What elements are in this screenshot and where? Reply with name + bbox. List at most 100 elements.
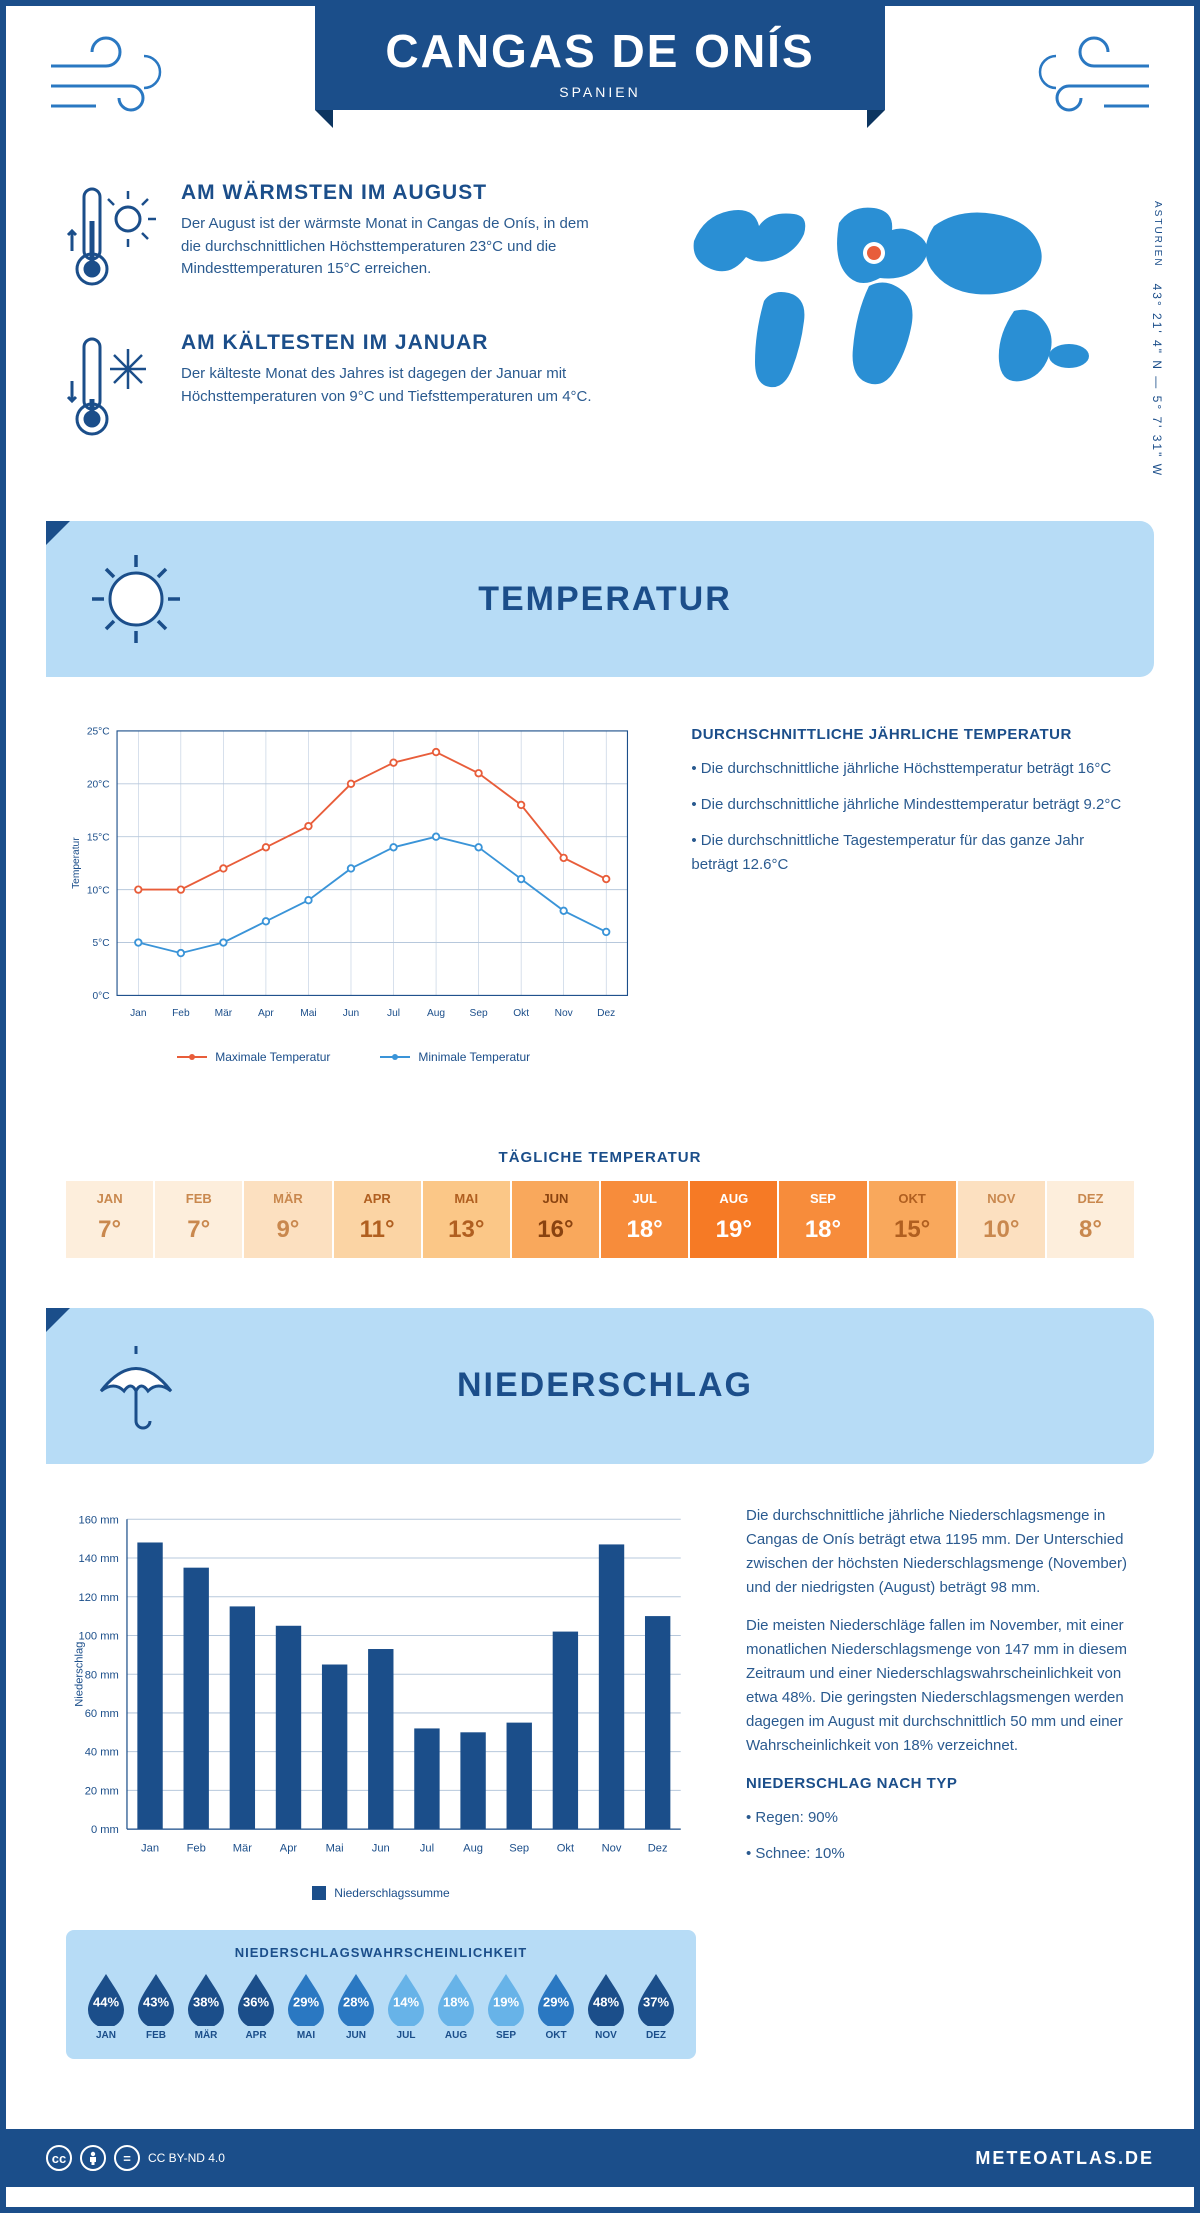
svg-text:25°C: 25°C <box>87 727 110 738</box>
daily-temp-cell: APR11° <box>334 1181 423 1258</box>
coordinates: ASTURIEN 43° 21' 4" N — 5° 7' 31" W <box>1150 201 1164 477</box>
svg-text:5°C: 5°C <box>93 938 110 949</box>
fact-warmest: AM WÄRMSTEN IM AUGUST Der August ist der… <box>66 181 604 296</box>
svg-text:20°C: 20°C <box>87 780 110 791</box>
wind-icon-right <box>885 6 1154 131</box>
svg-text:Jul: Jul <box>420 1842 434 1854</box>
svg-text:Apr: Apr <box>258 1008 274 1019</box>
probability-drop: 36% APR <box>234 1972 278 2041</box>
umbrella-icon <box>86 1336 186 1436</box>
daily-temp-cell: MÄR9° <box>244 1181 333 1258</box>
probability-drop: 14% JUL <box>384 1972 428 2041</box>
page-subtitle: SPANIEN <box>385 84 814 100</box>
svg-text:Temperatur: Temperatur <box>71 837 82 889</box>
world-map: ASTURIEN 43° 21' 4" N — 5° 7' 31" W <box>644 181 1134 481</box>
footer: cc = CC BY-ND 4.0 METEOATLAS.DE <box>6 2129 1194 2187</box>
temperature-bullet: • Die durchschnittliche jährliche Höchst… <box>691 757 1134 781</box>
precipitation-sidebar: Die durchschnittliche jährliche Niedersc… <box>746 1504 1134 2060</box>
probability-drop: 29% MAI <box>284 1972 328 2041</box>
svg-text:10°C: 10°C <box>87 885 110 896</box>
svg-text:Feb: Feb <box>187 1842 206 1854</box>
wind-icon-left <box>46 6 315 131</box>
title-banner: CANGAS DE ONÍS SPANIEN <box>315 6 884 110</box>
svg-text:80 mm: 80 mm <box>85 1669 119 1681</box>
temperature-sidebar: DURCHSCHNITTLICHE JÄHRLICHE TEMPERATUR •… <box>691 717 1134 1094</box>
daily-temp-title: TÄGLICHE TEMPERATUR <box>6 1149 1194 1166</box>
svg-text:Mai: Mai <box>326 1842 344 1854</box>
svg-text:60 mm: 60 mm <box>85 1708 119 1720</box>
svg-text:Nov: Nov <box>555 1008 574 1019</box>
fact-warm-title: AM WÄRMSTEN IM AUGUST <box>181 181 604 205</box>
daily-temp-cell: JAN7° <box>66 1181 155 1258</box>
header: CANGAS DE ONÍS SPANIEN <box>6 6 1194 131</box>
daily-temp-cell: NOV10° <box>958 1181 1047 1258</box>
section-precipitation-banner: NIEDERSCHLAG <box>46 1308 1154 1464</box>
svg-text:Mär: Mär <box>233 1842 252 1854</box>
svg-text:0 mm: 0 mm <box>91 1824 119 1836</box>
svg-text:0°C: 0°C <box>93 991 110 1002</box>
svg-text:Aug: Aug <box>427 1008 445 1019</box>
probability-drop: 28% JUN <box>334 1972 378 2041</box>
precipitation-bar-chart: 0 mm 20 mm 40 mm 60 mm 80 mm 100 mm 120 mm 140 … <box>66 1504 696 1870</box>
probability-drop: 19% SEP <box>484 1972 528 2041</box>
daily-temp-cell: OKT15° <box>869 1181 958 1258</box>
svg-text:Mär: Mär <box>215 1008 233 1019</box>
svg-text:100 mm: 100 mm <box>79 1630 119 1642</box>
svg-text:Jun: Jun <box>372 1842 390 1854</box>
cc-icon: cc <box>46 2145 72 2171</box>
precipitation-legend: Niederschlagssumme <box>66 1886 696 1900</box>
svg-text:Mai: Mai <box>300 1008 316 1019</box>
temperature-line-chart: 0°C 5°C 10°C 15°C 20°C 25°C Jan Feb Mär Apr Mai Jun… <box>66 717 641 1033</box>
svg-text:Dez: Dez <box>648 1842 668 1854</box>
section-temperature-title: TEMPERATUR <box>216 580 994 619</box>
sun-icon <box>86 549 186 649</box>
precip-type: • Regen: 90% <box>746 1806 1134 1830</box>
temperature-legend: Maximale Temperatur Minimale Temperatur <box>66 1050 641 1064</box>
daily-temp-cell: MAI13° <box>423 1181 512 1258</box>
svg-text:15°C: 15°C <box>87 832 110 843</box>
svg-text:Sep: Sep <box>470 1008 488 1019</box>
svg-text:Jul: Jul <box>387 1008 400 1019</box>
svg-text:Niederschlag: Niederschlag <box>73 1641 85 1706</box>
brand: METEOATLAS.DE <box>975 2148 1154 2169</box>
svg-text:160 mm: 160 mm <box>79 1514 119 1526</box>
svg-text:120 mm: 120 mm <box>79 1591 119 1603</box>
thermometer-cold-icon <box>66 331 156 446</box>
probability-drop: 29% OKT <box>534 1972 578 2041</box>
daily-temp-cell: JUN16° <box>512 1181 601 1258</box>
section-precipitation-title: NIEDERSCHLAG <box>216 1366 994 1405</box>
svg-text:20 mm: 20 mm <box>85 1785 119 1797</box>
svg-text:Feb: Feb <box>172 1008 190 1019</box>
fact-warm-body: Der August ist der wärmste Monat in Cang… <box>181 213 604 281</box>
svg-text:Jan: Jan <box>141 1842 159 1854</box>
fact-coldest: AM KÄLTESTEN IM JANUAR Der kälteste Mona… <box>66 331 604 446</box>
daily-temp-cell: AUG19° <box>690 1181 779 1258</box>
svg-text:Apr: Apr <box>280 1842 298 1854</box>
probability-drop: 38% MÄR <box>184 1972 228 2041</box>
svg-text:Jan: Jan <box>130 1008 146 1019</box>
daily-temp-cell: DEZ8° <box>1047 1181 1134 1258</box>
daily-temp-cell: FEB7° <box>155 1181 244 1258</box>
svg-text:Sep: Sep <box>509 1842 529 1854</box>
by-icon <box>80 2145 106 2171</box>
svg-text:Okt: Okt <box>513 1008 529 1019</box>
svg-text:Aug: Aug <box>463 1842 483 1854</box>
precip-type: • Schnee: 10% <box>746 1842 1134 1866</box>
probability-drop: 48% NOV <box>584 1972 628 2041</box>
daily-temp-cell: JUL18° <box>601 1181 690 1258</box>
svg-text:140 mm: 140 mm <box>79 1553 119 1565</box>
nd-icon: = <box>114 2145 140 2171</box>
svg-text:40 mm: 40 mm <box>85 1746 119 1758</box>
daily-temp-cell: SEP18° <box>779 1181 868 1258</box>
svg-text:Dez: Dez <box>597 1008 615 1019</box>
fact-cold-body: Der kälteste Monat des Jahres ist dagege… <box>181 363 604 408</box>
temperature-bullet: • Die durchschnittliche jährliche Mindes… <box>691 793 1134 817</box>
page-title: CANGAS DE ONÍS <box>385 24 814 78</box>
daily-temp-strip: JAN7°FEB7°MÄR9°APR11°MAI13°JUN16°JUL18°A… <box>66 1181 1134 1258</box>
svg-text:Nov: Nov <box>602 1842 622 1854</box>
probability-drop: 44% JAN <box>84 1972 128 2041</box>
svg-text:Jun: Jun <box>343 1008 359 1019</box>
precipitation-probability-box: NIEDERSCHLAGSWAHRSCHEINLICHKEIT 44% JAN … <box>66 1930 696 2059</box>
fact-cold-title: AM KÄLTESTEN IM JANUAR <box>181 331 604 355</box>
probability-drop: 37% DEZ <box>634 1972 678 2041</box>
